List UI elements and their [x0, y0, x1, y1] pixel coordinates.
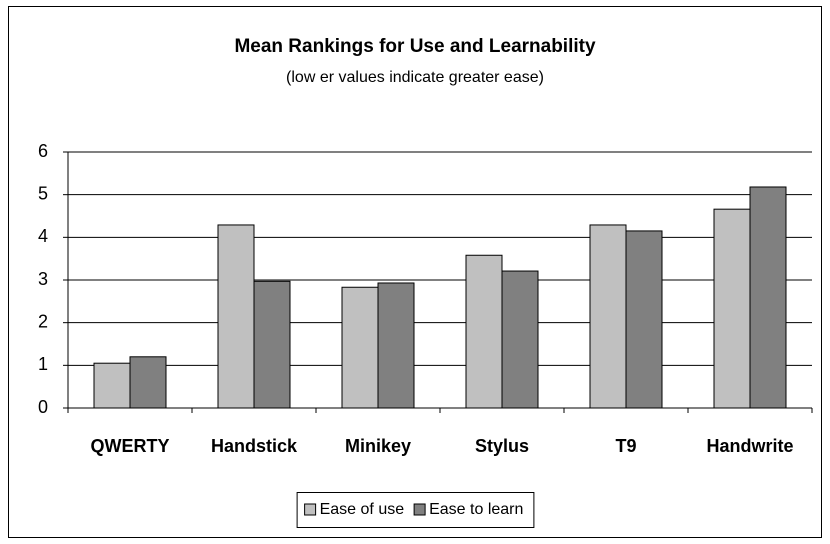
x-tick-label: Handstick [211, 436, 298, 456]
y-tick-label: 2 [38, 311, 48, 331]
x-tick-label: Minikey [345, 436, 411, 456]
y-tick-label: 1 [38, 354, 48, 374]
y-tick-label: 0 [38, 397, 48, 417]
chart-border [8, 6, 822, 538]
chart-title: Mean Rankings for Use and Learnability [234, 36, 596, 57]
bar [713, 208, 751, 409]
legend-label: Ease to learn [429, 501, 523, 518]
y-tick-label: 5 [38, 183, 48, 203]
bar [217, 224, 255, 409]
x-tick-label: Stylus [475, 436, 529, 456]
legend-label: Ease of use [320, 501, 405, 518]
chart-subtitle: (low er values indicate greater ease) [286, 69, 544, 86]
bar [465, 254, 503, 409]
legend-swatch [413, 503, 426, 516]
legend-swatch [304, 503, 317, 516]
x-tick-label: T9 [615, 436, 636, 456]
bar [377, 282, 415, 409]
y-tick-label: 4 [38, 226, 48, 246]
bar [93, 362, 131, 409]
legend: Ease of use Ease to learn [296, 492, 535, 528]
y-tick-label: 3 [38, 269, 48, 289]
bar [749, 186, 787, 409]
y-tick-label: 6 [38, 141, 48, 161]
bar [589, 224, 627, 409]
bar [625, 230, 663, 409]
bar [129, 356, 167, 409]
bar [501, 270, 539, 409]
bar [341, 286, 379, 409]
x-tick-label: Handwrite [706, 436, 793, 456]
bar [253, 280, 291, 409]
x-tick-label: QWERTY [91, 436, 170, 456]
